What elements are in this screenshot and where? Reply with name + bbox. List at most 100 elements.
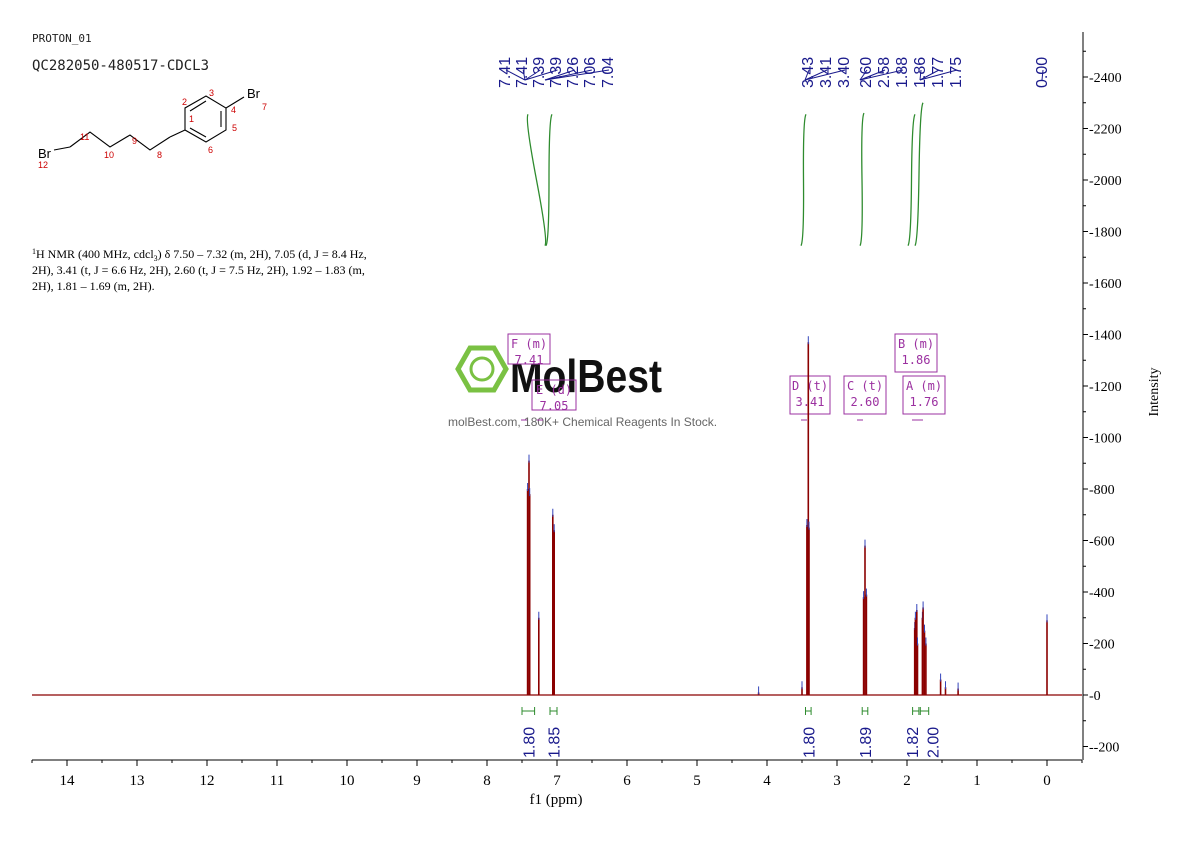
peak-label: 1.75 <box>948 57 965 88</box>
y-tick-label: -600 <box>1089 535 1115 550</box>
x-tick-label: 13 <box>130 773 145 789</box>
peak-label-connector <box>919 69 958 81</box>
multiplet-letter: B (m) <box>898 337 934 351</box>
aryl-bond <box>169 129 186 138</box>
x-tick-label: 8 <box>483 773 491 789</box>
atom-num-1: 1 <box>189 114 194 124</box>
spectrum-layer <box>32 336 1082 696</box>
integral-curves <box>526 102 924 246</box>
nmr-line-1: 1H NMR (400 MHz, cdcl3) δ 7.50 – 7.32 (m… <box>32 247 367 263</box>
y-tick-label: -1800 <box>1089 226 1122 241</box>
peak-label-connector <box>544 69 610 81</box>
multiplet-shift: 3.41 <box>796 395 825 409</box>
multiplet-shift: 2.60 <box>851 395 880 409</box>
integral-curve <box>526 114 547 246</box>
y-tick-label: -1400 <box>1089 329 1122 344</box>
y-tick-label: -200 <box>1089 638 1115 653</box>
multiplet-box <box>843 375 887 415</box>
peak-label: 7.06 <box>582 57 599 88</box>
x-tick-label: 9 <box>413 773 421 789</box>
multiplet-letter: D (t) <box>792 379 828 393</box>
peak-label: 2.58 <box>876 57 893 88</box>
ring-double-bond <box>189 127 207 138</box>
peak-label-connector <box>524 69 541 81</box>
atom-br-top: Br <box>247 86 261 101</box>
br-chain-bond <box>53 146 71 151</box>
integral-curve <box>907 114 916 246</box>
ring-double-bond <box>189 100 207 112</box>
atom-num-12: 12 <box>38 160 48 170</box>
atom-br-left: Br <box>38 146 52 161</box>
peak-label-layer: 7.417.417.397.397.267.067.043.433.413.40… <box>497 57 1051 88</box>
peak-label: 2.60 <box>858 57 875 88</box>
multiplet-shift: 7.41 <box>515 353 544 367</box>
peak-label-connector <box>524 69 558 81</box>
atom-num-3: 3 <box>209 88 214 98</box>
y-tick-label: -2200 <box>1089 123 1122 138</box>
alkyl-chain-bonds <box>69 131 171 151</box>
structure-labels: Br 7 Br 12 1 2 3 4 5 6 8 9 10 11 <box>38 86 267 170</box>
peak-label-connector <box>804 69 810 81</box>
peak-label: 7.41 <box>497 57 514 88</box>
peak-label-connector <box>505 69 526 81</box>
chemical-structure <box>53 95 245 151</box>
integral-value: 2.00 <box>926 727 943 758</box>
integral-layer: 1.80 1.85 1.80 1.89 1.82 2.00 <box>521 707 943 758</box>
multiplet-letter: E (d) <box>536 383 572 397</box>
integral-curve <box>800 114 807 246</box>
multiplet-letter: F (m) <box>511 337 547 351</box>
integral-value: 1.82 <box>905 727 922 758</box>
atom-num-10: 10 <box>104 150 114 160</box>
peak-label-connector <box>804 69 828 81</box>
atom-num-5: 5 <box>232 123 237 133</box>
atom-num-2: 2 <box>182 97 187 107</box>
peak-label-connector <box>919 69 922 81</box>
x-tick-label: 1 <box>973 773 981 789</box>
x-tick-label: 3 <box>833 773 841 789</box>
multiplet-box <box>902 375 946 415</box>
y-axis-label: Intensity <box>1147 368 1162 417</box>
y-tick-label: -800 <box>1089 483 1115 498</box>
peak-label: 7.39 <box>531 57 548 88</box>
x-tick-label: 14 <box>60 773 76 789</box>
peak-label: 1.77 <box>930 57 947 88</box>
multiplet-box <box>789 375 831 415</box>
multiplet-shift: 1.86 <box>902 353 931 367</box>
peak-label: 3.40 <box>836 57 853 88</box>
x-tick-label: 11 <box>270 773 284 789</box>
y-tick-label: -400 <box>1089 586 1115 601</box>
integral-curve <box>859 112 865 246</box>
peak-label-connector <box>522 69 526 81</box>
peak-label: 3.41 <box>818 57 835 88</box>
x-tick-label: 2 <box>903 773 911 789</box>
molbest-logo-icon <box>455 345 509 393</box>
y-tick-label: -1000 <box>1089 432 1122 447</box>
multiplet-box <box>531 379 577 411</box>
multiplet-box <box>507 333 551 365</box>
atom-num-11: 11 <box>80 132 89 142</box>
x-tick-label: 6 <box>623 773 631 789</box>
peak-label: 7.41 <box>514 57 531 88</box>
integral-value: 1.80 <box>801 727 818 758</box>
y-tick-label: -1600 <box>1089 277 1122 292</box>
integral-value: 1.85 <box>547 727 564 758</box>
peak-label: 7.39 <box>548 57 565 88</box>
x-tick-label: 0 <box>1043 773 1051 789</box>
watermark: MolBest molBest.com, 180K+ Chemical Reag… <box>448 345 717 429</box>
integral-value: 1.89 <box>858 727 875 758</box>
integral-value: 1.80 <box>521 727 538 758</box>
peak-label-connector <box>859 69 868 81</box>
x-tick-label: 10 <box>340 773 355 789</box>
axes-layer: 14 13 12 11 10 9 8 7 6 5 4 3 2 1 0--200-0-200-400-600-… <box>31 32 1122 789</box>
integral-curve <box>914 102 924 246</box>
multiplet-boxes: F (m) 7.41 E (d) 7.05 D (t) 3.41 C (t) 2.60 B (m… <box>507 333 946 421</box>
y-tick-label: -2000 <box>1089 174 1122 189</box>
peak-label-connector <box>544 69 575 81</box>
peak-label: 7.04 <box>600 57 617 88</box>
peak-label-connector <box>1041 69 1044 81</box>
multiplet-shift: 7.05 <box>540 399 569 413</box>
peak-label-connector <box>804 69 846 81</box>
experiment-label: PROTON_01 <box>32 32 92 45</box>
